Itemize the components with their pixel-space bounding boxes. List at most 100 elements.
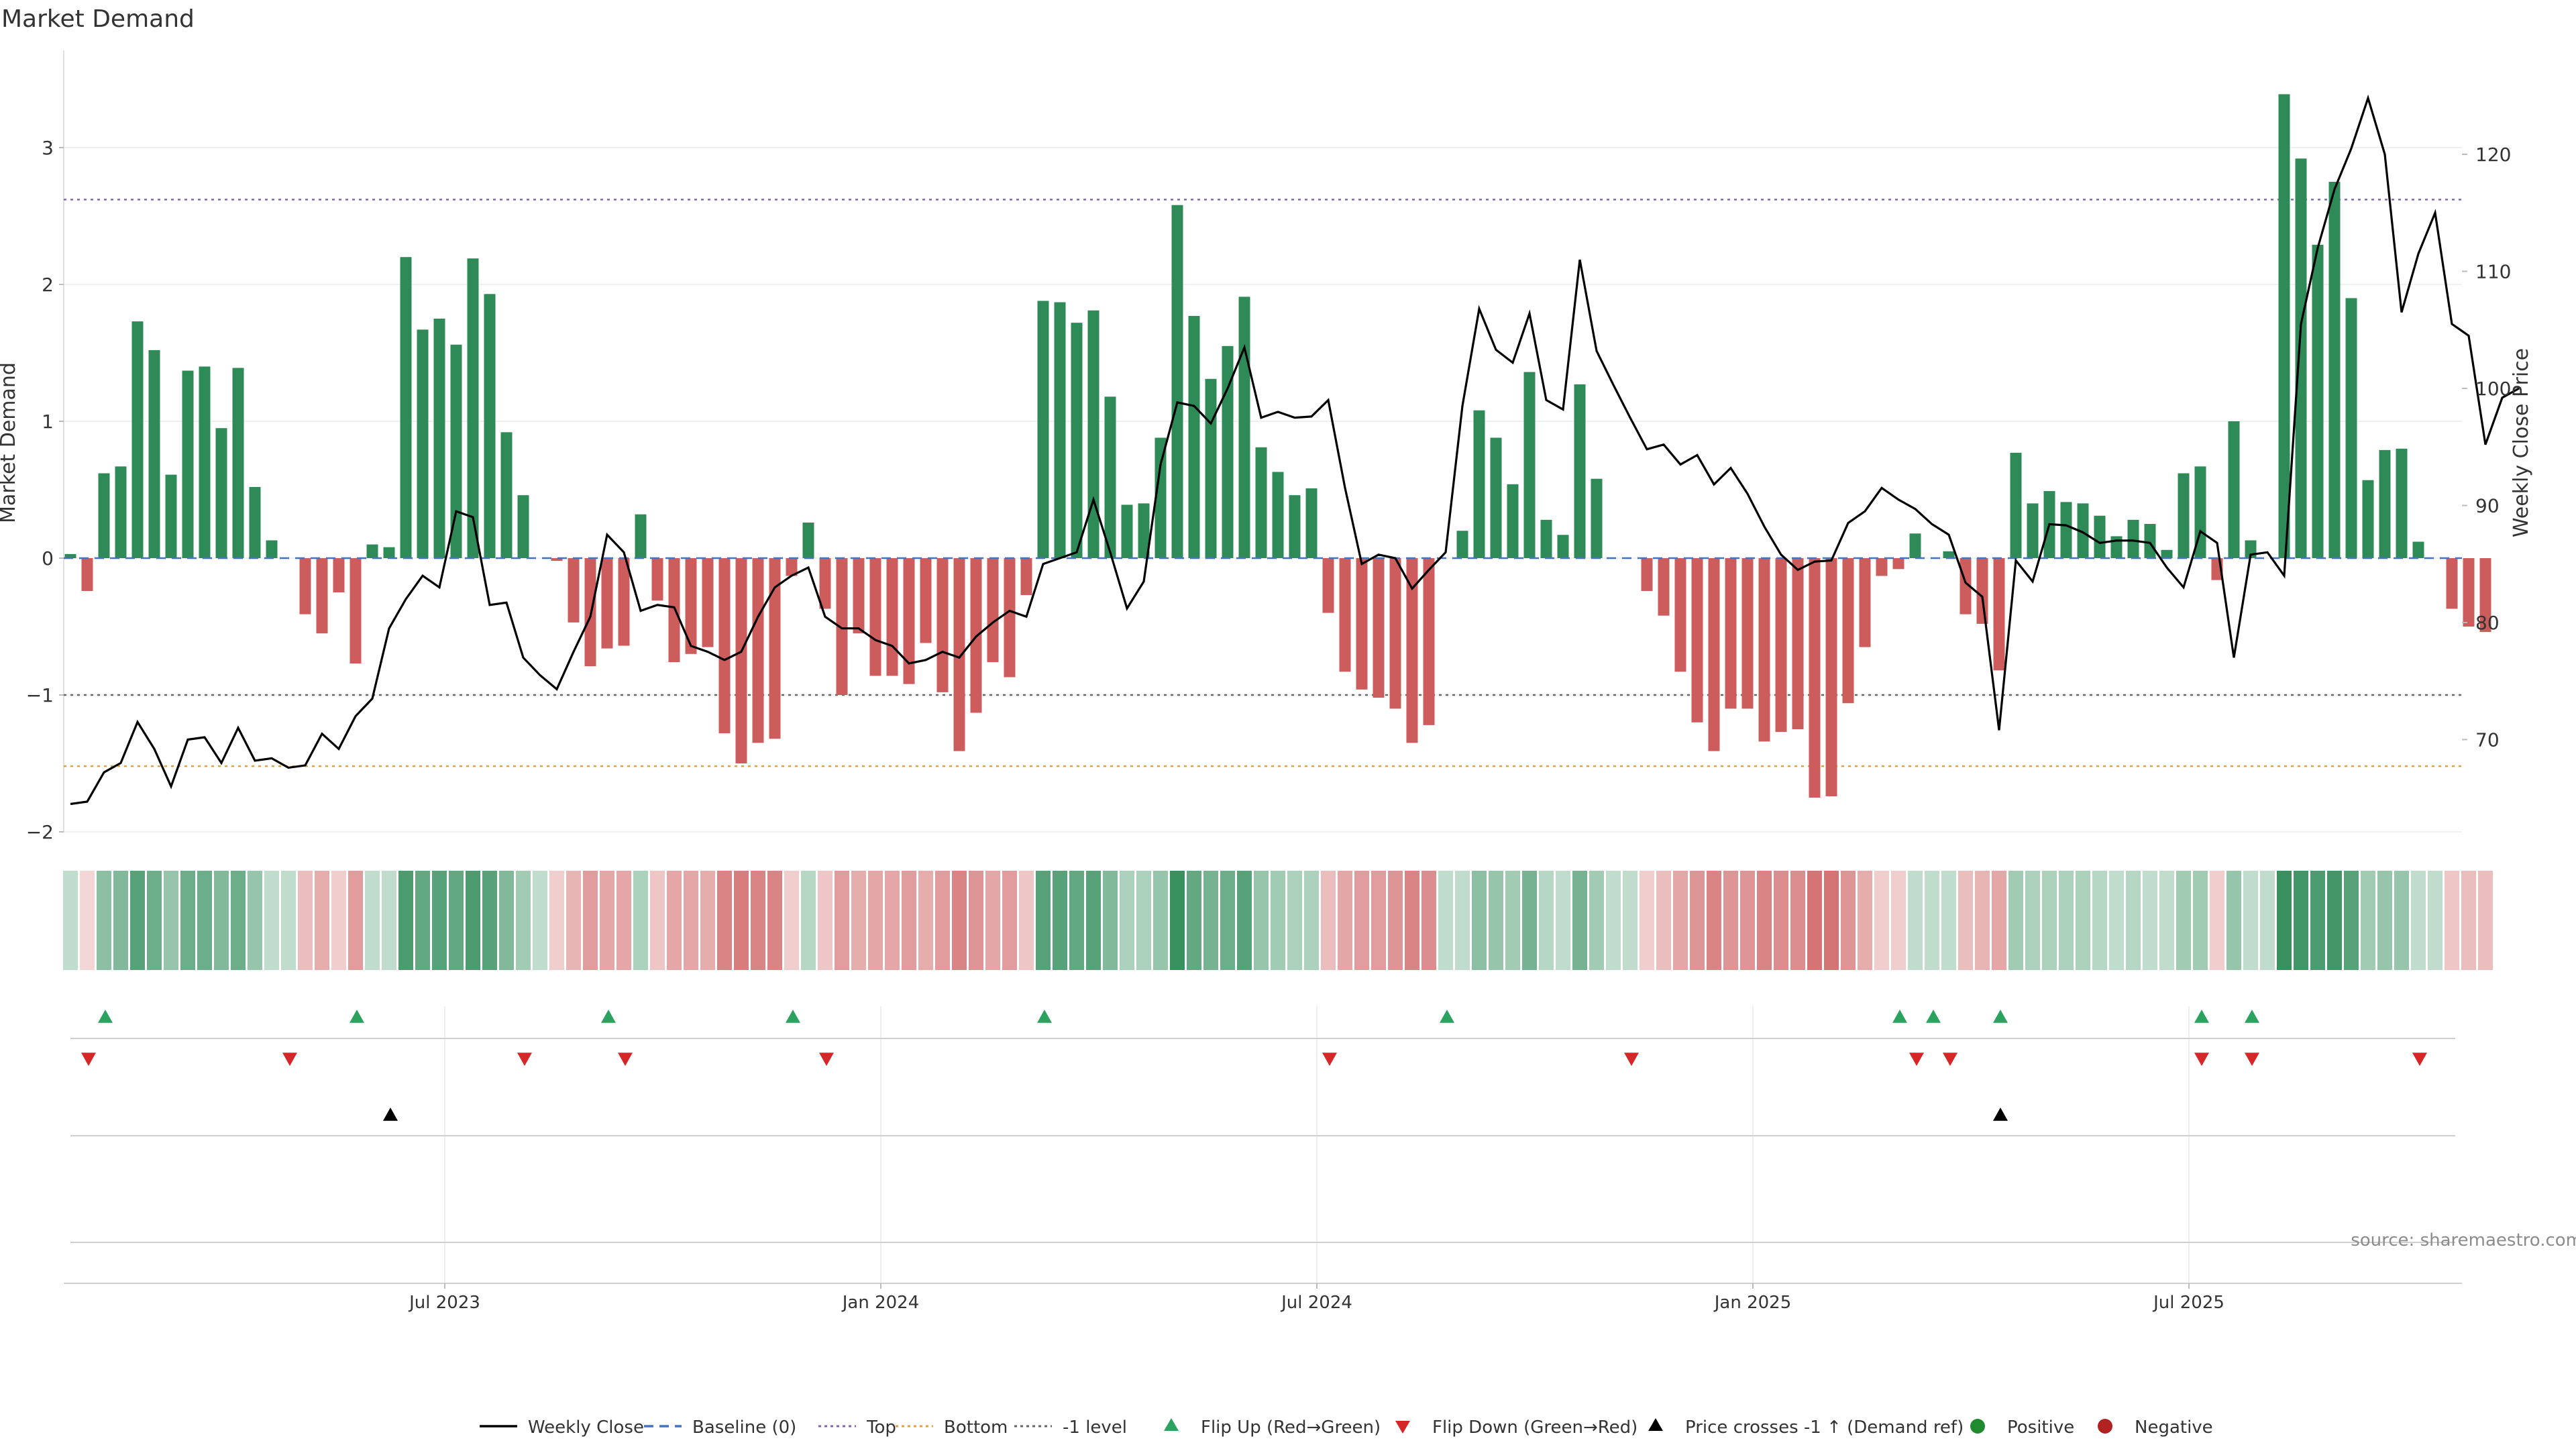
positive-strip-cell xyxy=(2377,871,2392,970)
intensity-strip xyxy=(63,871,2493,970)
legend-label: Positive xyxy=(2007,1417,2074,1438)
negative-bar xyxy=(1993,558,2005,671)
positive-strip-cell xyxy=(449,871,464,970)
negative-strip-cell xyxy=(2445,871,2459,970)
negative-strip-cell xyxy=(1321,871,1336,970)
vertical-gridlines xyxy=(444,1006,2190,1283)
negative-strip-cell xyxy=(1405,871,1419,970)
legend-label: Flip Down (Green→Red) xyxy=(1432,1417,1638,1438)
positive-strip-cell xyxy=(1086,871,1101,970)
negative-strip-cell xyxy=(784,871,799,970)
price-cross-markers xyxy=(383,1108,2008,1121)
negative-bar xyxy=(1020,558,1032,596)
flip-up-marker xyxy=(1037,1010,1052,1023)
flip-up-marker xyxy=(2194,1010,2209,1023)
positive-bar xyxy=(1523,372,1536,558)
negative-strip-cell xyxy=(566,871,581,970)
positive-strip-cell xyxy=(1606,871,1621,970)
positive-strip-cell xyxy=(1187,871,1201,970)
positive-bar xyxy=(417,329,429,558)
flip-down-marker xyxy=(1909,1053,1924,1066)
positive-bar xyxy=(1087,310,1099,558)
positive-bar xyxy=(1557,535,1569,558)
flip-down-marker xyxy=(2245,1053,2259,1066)
positive-strip-cell xyxy=(432,871,447,970)
positive-strip-cell xyxy=(231,871,246,970)
negative-strip-cell xyxy=(835,871,849,970)
negative-bar xyxy=(987,558,999,663)
positive-strip-cell xyxy=(1136,871,1151,970)
positive-bar xyxy=(1104,396,1116,558)
negative-bar xyxy=(903,558,915,684)
positive-bar xyxy=(1507,484,1519,558)
positive-strip-cell xyxy=(365,871,380,970)
weekly-close-line xyxy=(70,94,2520,806)
positive-bar xyxy=(484,294,496,558)
negative-bar xyxy=(819,558,831,609)
legend-item: Bottom xyxy=(896,1417,1008,1438)
negative-bar xyxy=(1658,558,1670,616)
positive-strip-cell xyxy=(2327,871,2342,970)
negative-bar xyxy=(651,558,663,601)
negative-strip-cell xyxy=(583,871,598,970)
positive-strip-cell xyxy=(499,871,514,970)
positive-bar xyxy=(2396,448,2408,558)
positive-strip-cell xyxy=(1120,871,1134,970)
negative-bar xyxy=(1373,558,1385,698)
negative-strip-cell xyxy=(80,871,95,970)
positive-strip-cell xyxy=(2193,871,2208,970)
positive-strip-cell xyxy=(248,871,262,970)
negative-bar xyxy=(752,558,764,743)
positive-bar xyxy=(98,473,110,558)
positive-bar xyxy=(2144,524,2156,558)
negative-bar xyxy=(1339,558,1351,672)
negative-strip-cell xyxy=(918,871,933,970)
legend-item: Weekly Close xyxy=(480,1417,644,1438)
positive-strip-cell xyxy=(2277,871,2292,970)
negative-strip-cell xyxy=(751,871,765,970)
negative-strip-cell xyxy=(1874,871,1889,970)
negative-strip-cell xyxy=(331,871,346,970)
positive-bar xyxy=(2010,452,2022,558)
x-tick-label: Jul 2024 xyxy=(1280,1293,1352,1313)
negative-bar xyxy=(1004,558,1016,678)
positive-strip-cell xyxy=(1539,871,1554,970)
flip-down-marker xyxy=(1322,1053,1337,1066)
negative-bar xyxy=(718,558,731,734)
positive-strip-cell xyxy=(113,871,128,970)
negative-strip-cell xyxy=(1992,871,2006,970)
positive-strip-cell xyxy=(281,871,296,970)
negative-bar xyxy=(2479,558,2491,633)
negative-strip-cell xyxy=(1690,871,1705,970)
positive-strip-cell xyxy=(2411,871,2426,970)
negative-bar xyxy=(1322,558,1334,613)
positive-bar xyxy=(215,428,227,558)
positive-bar xyxy=(266,540,278,558)
positive-bar xyxy=(1255,447,1267,558)
negative-strip-cell xyxy=(902,871,916,970)
negative-strip-cell xyxy=(952,871,967,970)
positive-bar xyxy=(1456,531,1468,558)
positive-strip-cell xyxy=(197,871,212,970)
negative-strip-cell xyxy=(2210,871,2224,970)
positive-bar xyxy=(635,514,647,558)
legend-triangle-up-icon xyxy=(1164,1418,1179,1431)
negative-bar xyxy=(886,558,898,676)
chart-title: Market Demand xyxy=(1,5,195,33)
signal-panels: Jul 2023 Jan 2024 Jul 2024 Jan 2025 Jul 2025 xyxy=(64,1006,2462,1313)
negative-bar xyxy=(333,558,345,592)
positive-strip-cell xyxy=(415,871,430,970)
positive-bar xyxy=(2295,158,2307,558)
positive-bar xyxy=(2345,298,2357,558)
positive-strip-cell xyxy=(2059,871,2074,970)
legend-label: Weekly Close xyxy=(528,1417,644,1438)
positive-bar xyxy=(1289,495,1301,558)
negative-strip-cell xyxy=(315,871,329,970)
positive-strip-cell xyxy=(97,871,111,970)
negative-strip-cell xyxy=(935,871,950,970)
legend-item: Negative xyxy=(2098,1417,2213,1438)
negative-strip-cell xyxy=(1958,871,1973,970)
negative-strip-cell xyxy=(2478,871,2493,970)
negative-strip-cell xyxy=(616,871,631,970)
negative-strip-cell xyxy=(1774,871,1788,970)
